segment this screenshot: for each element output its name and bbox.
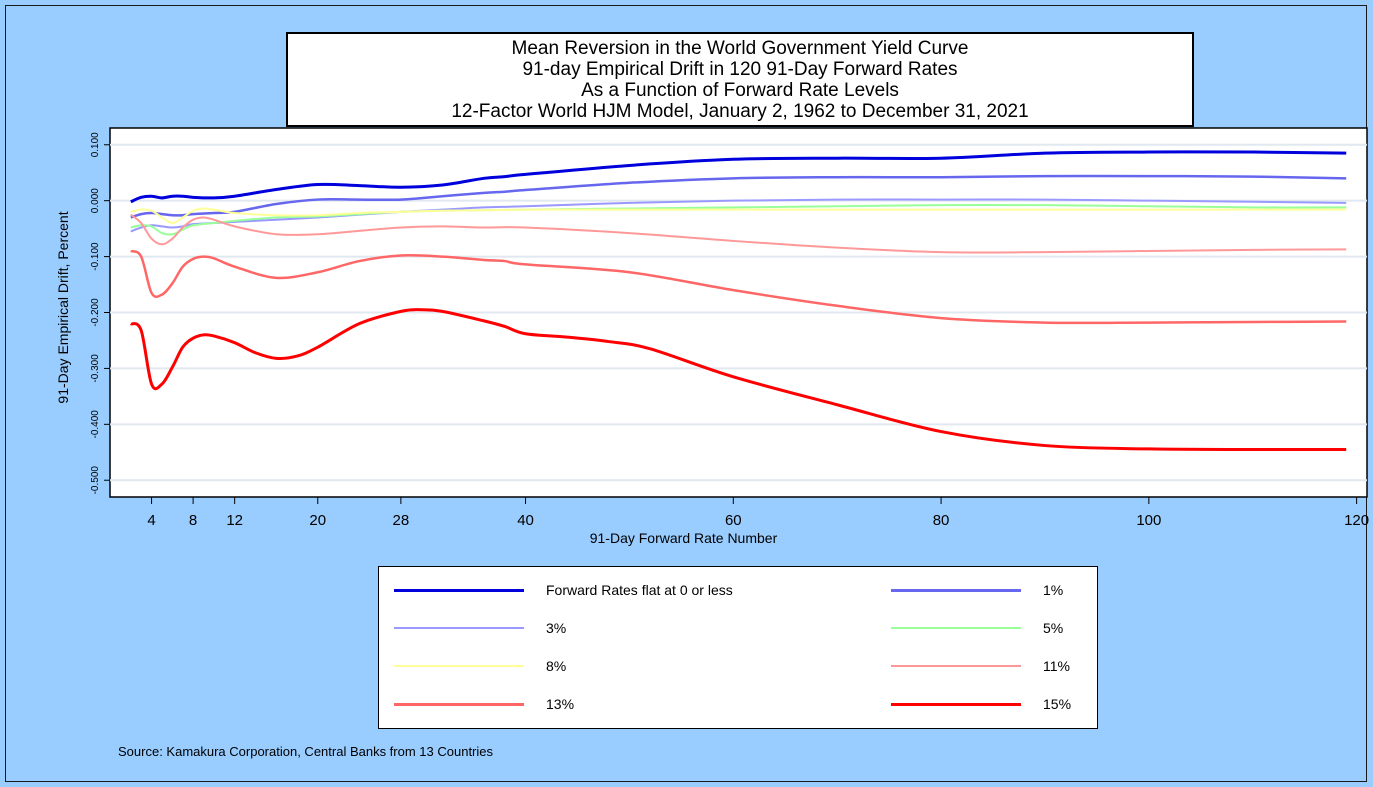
y-tick-label: -0.100 [90, 242, 101, 271]
x-tick-label: 120 [1344, 512, 1369, 529]
series-line-7 [129, 308, 1347, 452]
legend-label: 1% [1043, 582, 1064, 598]
legend-swatch [394, 665, 524, 667]
y-tick-label: -0.500 [90, 466, 101, 495]
series-line-0 [130, 150, 1347, 204]
y-tick-label: -0.300 [90, 354, 101, 383]
series-line-5 [130, 213, 1347, 254]
legend-swatch [394, 627, 524, 629]
legend-label: 11% [1043, 658, 1070, 674]
source-note: Source: Kamakura Corporation, Central Ba… [118, 744, 494, 759]
series-lines [129, 150, 1347, 452]
x-tick-label: 28 [393, 512, 410, 529]
y-axis: 0.100 0.000 -0.100 -0.200 -0.300 -0.400 -0.500 [90, 132, 110, 495]
title-line-3: As a Function of Forward Rate Levels [581, 80, 899, 101]
x-axis: 4 8 12 20 28 40 60 80 100 120 [147, 497, 1369, 529]
series-line-6 [130, 249, 1347, 325]
legend-swatch [891, 665, 1021, 667]
x-tick-label: 40 [517, 512, 534, 529]
x-tick-label: 100 [1136, 512, 1161, 529]
legend-label: 15% [1043, 696, 1072, 712]
y-tick-label: 0.000 [90, 188, 101, 213]
x-tick-label: 8 [189, 512, 197, 529]
title-line-4: 12-Factor World HJM Model, January 2, 19… [451, 101, 1029, 122]
y-tick-label: -0.200 [90, 298, 101, 327]
y-tick-label: -0.400 [90, 410, 101, 439]
x-tick-label: 12 [226, 512, 243, 529]
legend-swatch [394, 589, 524, 592]
legend-label: 13% [546, 696, 575, 712]
x-axis-label: 91-Day Forward Rate Number [590, 530, 778, 546]
x-tick-label: 4 [147, 512, 155, 529]
x-tick-label: 60 [725, 512, 742, 529]
series-line-4 [130, 207, 1347, 225]
legend-swatch [394, 703, 524, 706]
title-line-1: Mean Reversion in the World Government Y… [511, 38, 969, 59]
legend-label: 3% [546, 620, 567, 636]
y-tick-label: 0.100 [90, 132, 101, 157]
legend-label: 5% [1043, 620, 1064, 636]
series-line-1 [130, 174, 1347, 219]
legend-label: Forward Rates flat at 0 or less [546, 582, 733, 598]
legend-swatch [891, 627, 1021, 629]
chart-title: Mean Reversion in the World Government Y… [286, 32, 1194, 127]
title-line-2: 91-day Empirical Drift in 120 91-Day For… [522, 59, 958, 80]
legend-swatch [891, 589, 1021, 592]
x-tick-label: 80 [933, 512, 950, 529]
legend: Forward Rates flat at 0 or less 1% 3% 5% 8% 1… [378, 566, 1098, 729]
x-tick-label: 20 [309, 512, 326, 529]
legend-label: 8% [546, 658, 567, 674]
y-axis-label: 91-Day Empirical Drift, Percent [55, 211, 71, 403]
legend-swatch [891, 703, 1021, 706]
